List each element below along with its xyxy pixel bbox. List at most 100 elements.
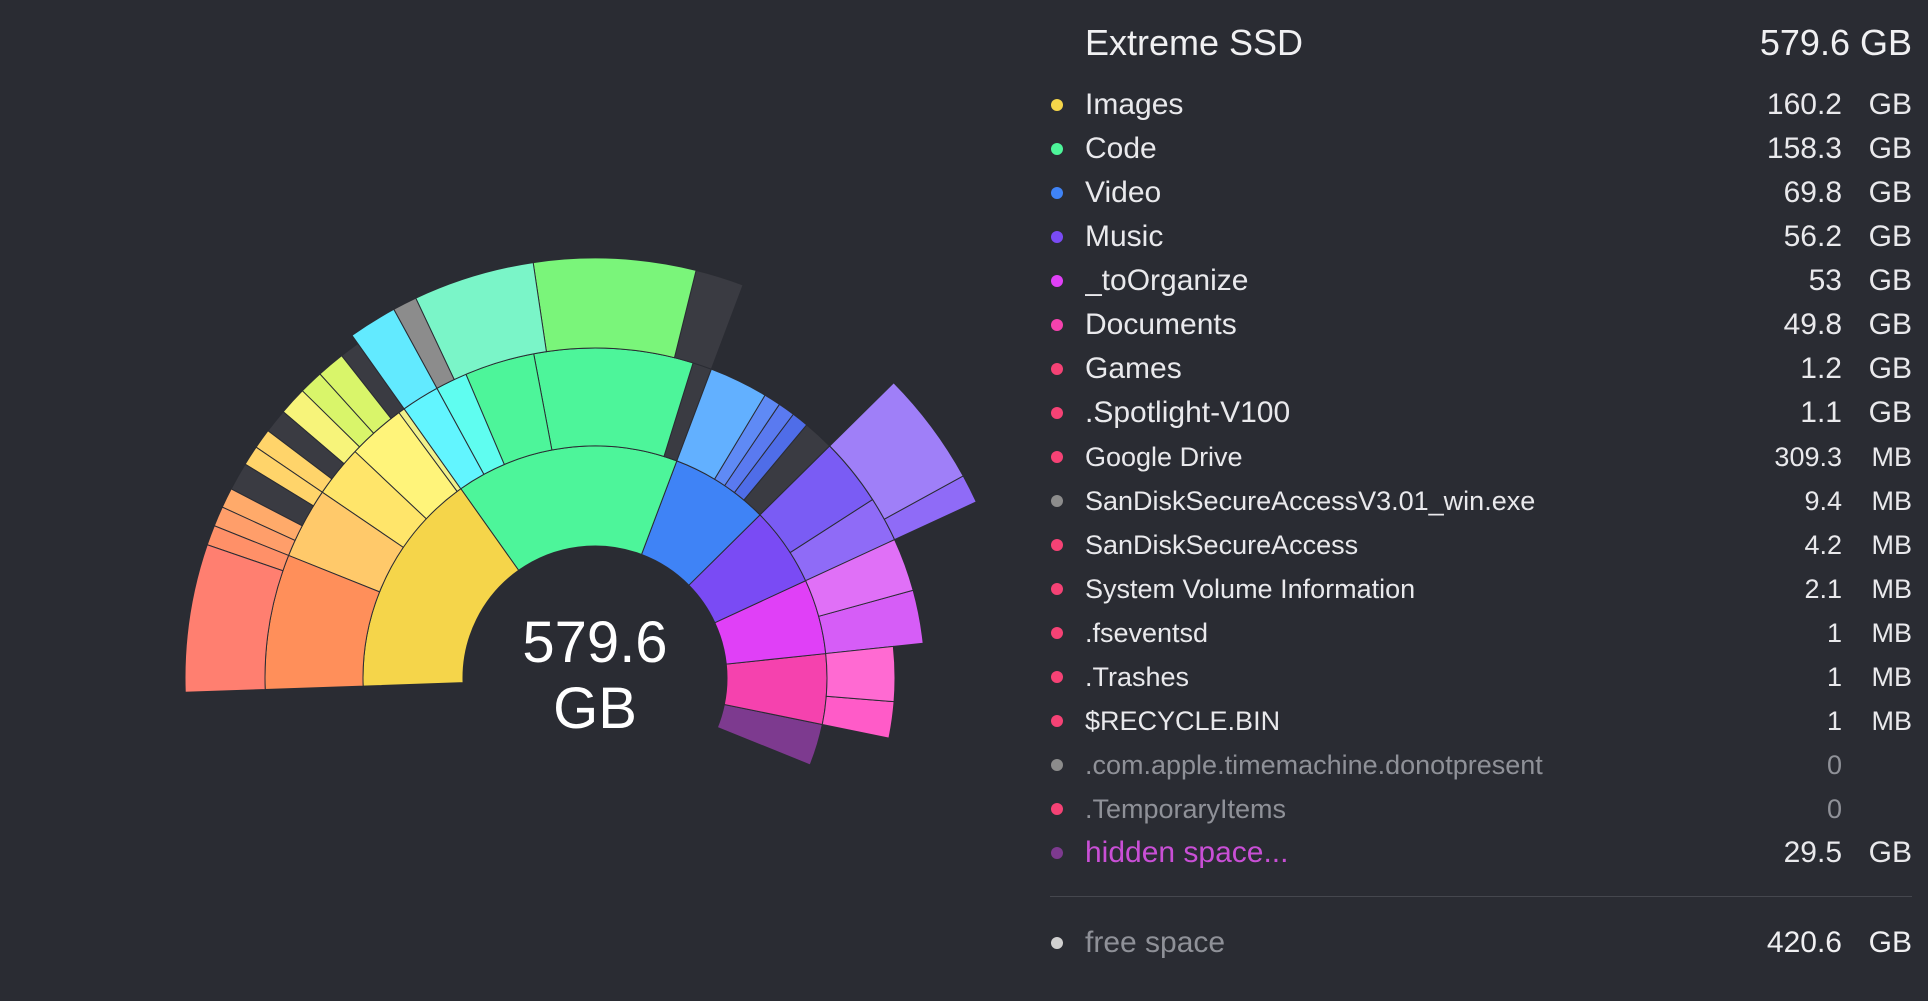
- item-size-value: 1.2: [1800, 352, 1842, 385]
- list-item[interactable]: _toOrganize 53 GB: [1040, 260, 1912, 302]
- item-color-dot: [1051, 583, 1063, 595]
- list-item[interactable]: $RECYCLE.BIN 1 MB: [1040, 700, 1912, 742]
- list-item[interactable]: Code 158.3 GB: [1040, 128, 1912, 170]
- sunburst-subsegment[interactable]: [825, 645, 896, 703]
- item-size-value: 309.3: [1774, 441, 1842, 472]
- item-color-dot: [1051, 671, 1063, 683]
- list-item[interactable]: Games 1.2 GB: [1040, 348, 1912, 390]
- item-name: Music: [1085, 220, 1164, 253]
- item-name: System Volume Information: [1085, 573, 1416, 604]
- item-size: 29.5 GB: [1732, 836, 1912, 870]
- list-item[interactable]: Music 56.2 GB: [1040, 216, 1912, 258]
- sunburst-subsegment[interactable]: [821, 695, 895, 739]
- item-size: 309.3 MB: [1732, 442, 1912, 473]
- free-space-size: 420.6 GB: [1732, 926, 1912, 960]
- list-item[interactable]: .fseventsd 1 MB: [1040, 612, 1912, 654]
- list-item[interactable]: .Spotlight-V100 1.1 GB: [1040, 392, 1912, 434]
- item-size-value: 1: [1826, 661, 1842, 692]
- item-color-dot: [1051, 363, 1063, 375]
- item-size-value: 56.2: [1783, 220, 1842, 253]
- sunburst-chart[interactable]: [0, 0, 1040, 1001]
- item-size-unit: MB: [1871, 485, 1913, 516]
- item-name: .TemporaryItems: [1085, 793, 1287, 824]
- item-color-dot: [1051, 451, 1063, 463]
- item-name: .fseventsd: [1085, 617, 1209, 648]
- item-size: 1 MB: [1732, 618, 1912, 649]
- item-color-dot: [1051, 847, 1063, 859]
- free-space-value: 420.6: [1766, 926, 1842, 959]
- item-size: 49.8 GB: [1732, 308, 1912, 342]
- list-item[interactable]: SanDiskSecureAccessV3.01_win.exe 9.4 MB: [1040, 480, 1912, 522]
- item-size-value: 29.5: [1783, 836, 1842, 869]
- item-size: 2.1 MB: [1732, 574, 1912, 605]
- item-size: 9.4 MB: [1732, 486, 1912, 517]
- list-item[interactable]: .com.apple.timemachine.donotpresent 0: [1040, 744, 1912, 786]
- item-name: $RECYCLE.BIN: [1085, 705, 1281, 736]
- item-size: 158.3 GB: [1732, 132, 1912, 166]
- item-size: 1 MB: [1732, 662, 1912, 693]
- list-item[interactable]: Documents 49.8 GB: [1040, 304, 1912, 346]
- item-size-value: 158.3: [1766, 132, 1842, 165]
- item-size-value: 1.1: [1800, 396, 1842, 429]
- item-name: Code: [1085, 132, 1157, 165]
- item-size-value: 1: [1826, 705, 1842, 736]
- item-color-dot: [1051, 495, 1063, 507]
- item-size-unit: MB: [1871, 573, 1913, 604]
- item-size: 69.8 GB: [1732, 176, 1912, 210]
- item-size-value: 2.1: [1804, 573, 1842, 604]
- item-color-dot: [1051, 803, 1063, 815]
- item-list-panel: Extreme SSD 579.6 GB Images 160.2 GB Code 15…: [1040, 0, 1928, 1001]
- free-space-dot: [1051, 937, 1063, 949]
- list-divider: [1050, 896, 1912, 897]
- item-name: .Trashes: [1085, 661, 1190, 692]
- item-color-dot: [1051, 759, 1063, 771]
- item-name: .Spotlight-V100: [1085, 396, 1291, 429]
- sunburst-subsegment[interactable]: [828, 382, 964, 520]
- item-size: 1.2 GB: [1732, 352, 1912, 386]
- item-color-dot: [1051, 715, 1063, 727]
- sunburst-subsegment[interactable]: [533, 347, 694, 458]
- item-size-value: 53: [1808, 264, 1842, 297]
- item-size-unit: MB: [1871, 705, 1913, 736]
- center-total-value: 579.6: [522, 610, 668, 675]
- drive-name: Extreme SSD: [1085, 22, 1304, 63]
- free-space-label: free space: [1085, 926, 1226, 959]
- item-size-unit: GB: [1868, 396, 1912, 429]
- item-size-unit: MB: [1871, 529, 1913, 560]
- item-size-unit: GB: [1868, 308, 1912, 341]
- free-space-unit: GB: [1868, 926, 1912, 959]
- item-size-value: 1: [1826, 617, 1842, 648]
- sunburst-subsegment[interactable]: [351, 308, 438, 410]
- item-name: Google Drive: [1085, 441, 1243, 472]
- list-item[interactable]: Video 69.8 GB: [1040, 172, 1912, 214]
- item-color-dot: [1051, 319, 1063, 331]
- sunburst-subsegment[interactable]: [804, 538, 914, 617]
- item-size-unit: GB: [1868, 220, 1912, 253]
- list-item[interactable]: .TemporaryItems 0: [1040, 788, 1912, 830]
- item-size: 53 GB: [1732, 264, 1912, 298]
- item-size: 160.2 GB: [1732, 88, 1912, 122]
- item-name: Documents: [1085, 308, 1237, 341]
- item-color-dot: [1051, 539, 1063, 551]
- sunburst-subsegment[interactable]: [532, 257, 697, 359]
- sunburst-subsegment[interactable]: [676, 368, 766, 480]
- item-size-value: 0: [1826, 749, 1842, 780]
- item-size: 4.2 MB: [1732, 530, 1912, 561]
- list-item[interactable]: .Trashes 1 MB: [1040, 656, 1912, 698]
- item-size: 0: [1732, 750, 1912, 781]
- item-color-dot: [1051, 143, 1063, 155]
- free-space-row[interactable]: free space 420.6 GB: [1040, 922, 1912, 964]
- item-size-unit: [1850, 750, 1912, 781]
- item-size-unit: GB: [1868, 132, 1912, 165]
- list-item[interactable]: hidden space... 29.5 GB: [1040, 832, 1912, 874]
- item-name: _toOrganize: [1085, 264, 1249, 297]
- item-size-unit: GB: [1868, 836, 1912, 869]
- list-item[interactable]: Images 160.2 GB: [1040, 84, 1912, 126]
- list-item[interactable]: SanDiskSecureAccess 4.2 MB: [1040, 524, 1912, 566]
- item-size-unit: MB: [1871, 441, 1913, 472]
- sunburst-subsegment[interactable]: [184, 544, 284, 693]
- list-item[interactable]: System Volume Information 2.1 MB: [1040, 568, 1912, 610]
- item-size-unit: [1850, 794, 1912, 825]
- item-name: Images: [1085, 88, 1184, 121]
- list-item[interactable]: Google Drive 309.3 MB: [1040, 436, 1912, 478]
